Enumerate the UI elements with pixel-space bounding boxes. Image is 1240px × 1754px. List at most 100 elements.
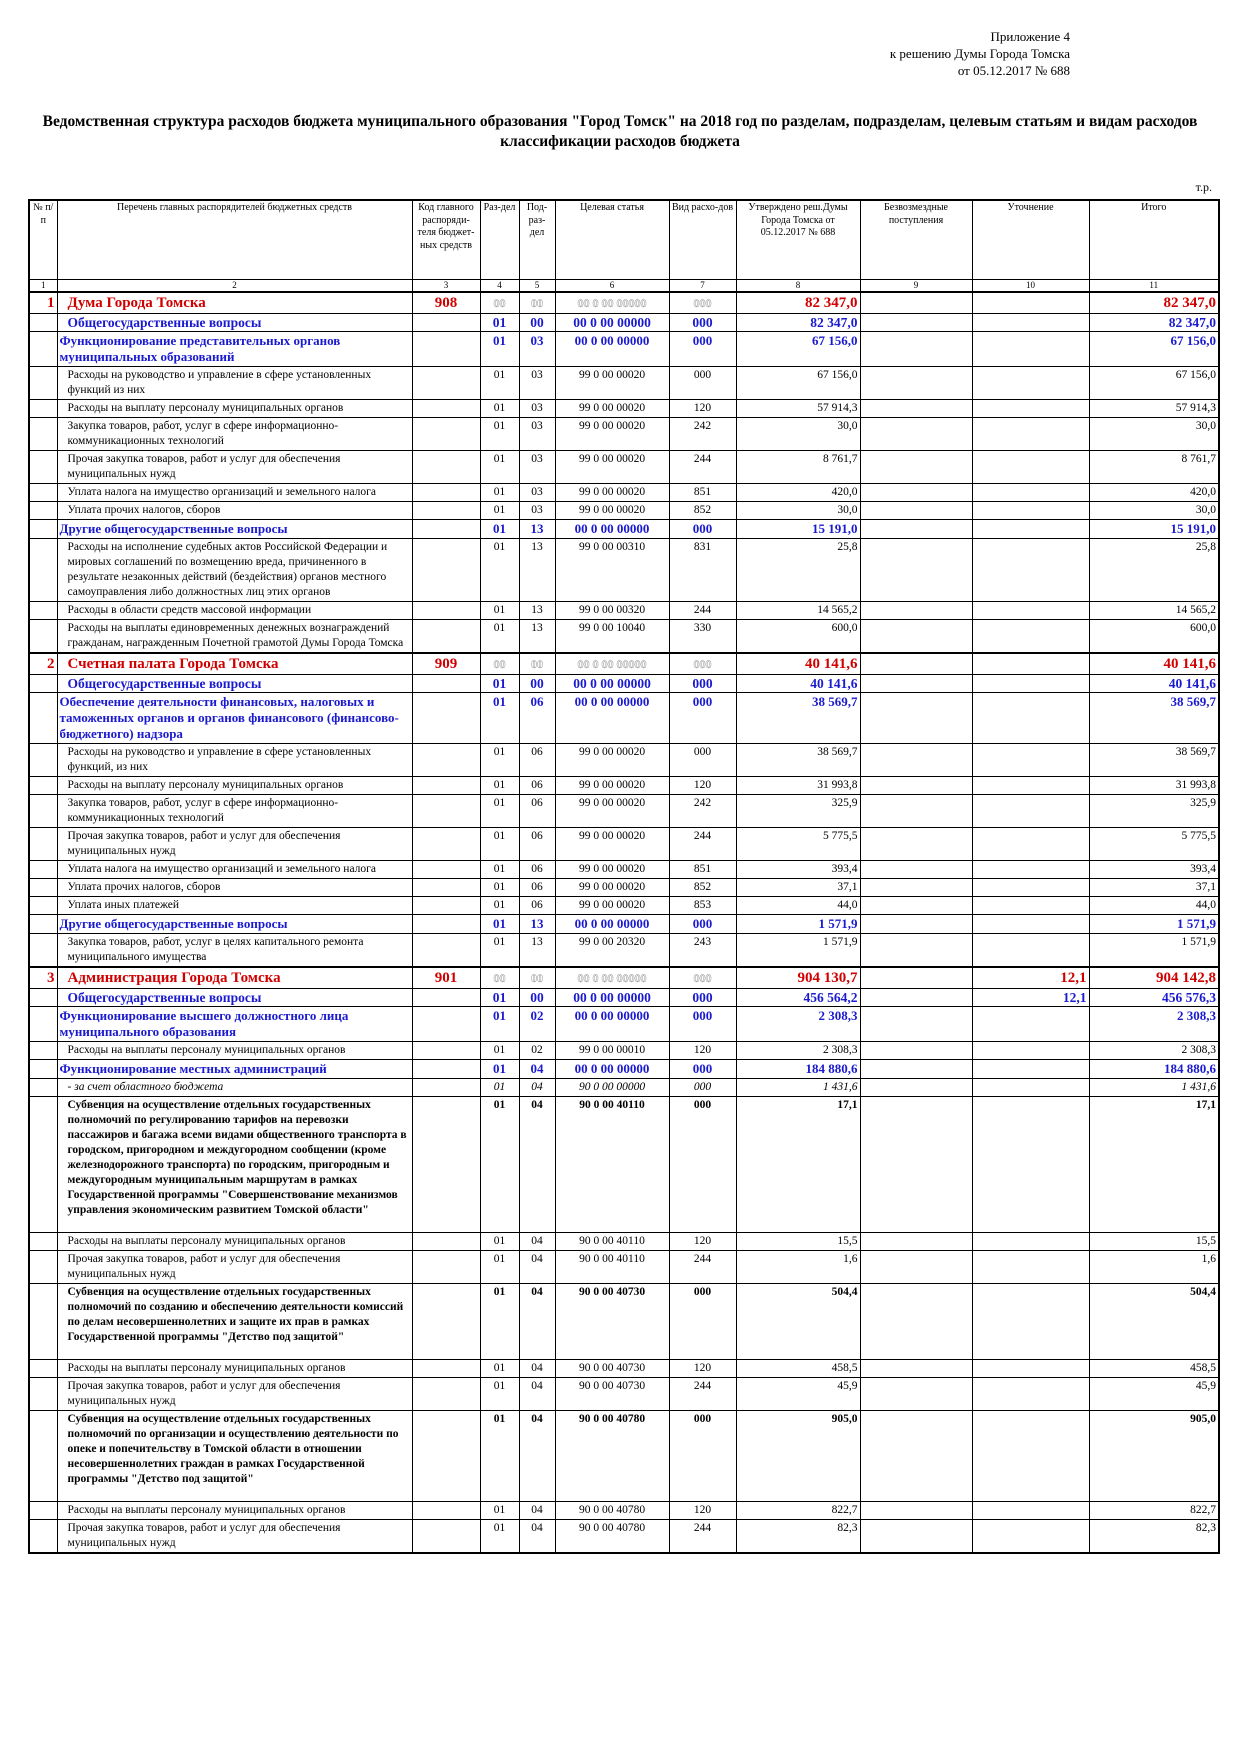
cell: 01: [479, 988, 520, 1007]
cell: [28, 483, 58, 502]
cell: Расходы на выплаты персоналу муниципальн…: [56, 1359, 413, 1378]
cell: Прочая закупка товаров, работ и услуг дл…: [56, 1250, 413, 1284]
cell: 37,1: [735, 878, 861, 897]
cell: 184 880,6: [735, 1059, 861, 1079]
cell: [411, 1041, 481, 1060]
cell: 1,6: [1088, 1250, 1220, 1284]
cell: 99 0 00 00320: [554, 601, 670, 620]
cell: Дума Города Томска: [56, 291, 413, 314]
cell: [411, 331, 481, 367]
cell: [859, 743, 973, 777]
cell: 01: [479, 1410, 520, 1502]
table-row: Уплата прочих налогов, сборов 01 06 99 0 00…: [28, 878, 1220, 897]
cell: 13: [518, 619, 556, 654]
cell: 905,0: [1088, 1410, 1220, 1502]
cell: 458,5: [1088, 1359, 1220, 1378]
table-row: Общегосударственные вопросы 01 00 00 0 00 0…: [28, 313, 1220, 332]
cell: 330: [668, 619, 737, 654]
column-number: 10: [971, 279, 1090, 293]
table-row: Расходы на выплаты персоналу муниципальн…: [28, 1359, 1220, 1378]
cell: [28, 601, 58, 620]
cell: 244: [668, 1519, 737, 1554]
table-row: Общегосударственные вопросы 01 00 00 0 00 0…: [28, 988, 1220, 1007]
table-row: Расходы на выплаты персоналу муниципальн…: [28, 1501, 1220, 1520]
cell: 99 0 00 00020: [554, 366, 670, 400]
cell: 00 0 00 00000: [554, 966, 670, 989]
cell: 120: [668, 1041, 737, 1060]
cell: Расходы на руководство и управление в сф…: [56, 743, 413, 777]
cell: 30,0: [735, 501, 861, 520]
cell: 01: [479, 1377, 520, 1411]
cell: 00 0 00 00000: [554, 652, 670, 675]
cell: 852: [668, 501, 737, 520]
cell: Уплата иных платежей: [56, 896, 413, 915]
cell: [859, 291, 973, 314]
cell: 06: [518, 794, 556, 828]
cell: 99 0 00 00020: [554, 878, 670, 897]
table-row: Расходы на выплаты персоналу муниципальн…: [28, 1041, 1220, 1060]
cell: [28, 1006, 58, 1042]
cell: [859, 1501, 973, 1520]
cell: [971, 417, 1090, 451]
cell: 000: [668, 291, 737, 314]
cell: 01: [479, 313, 520, 332]
cell: [859, 988, 973, 1007]
cell: 00 0 00 00000: [554, 692, 670, 744]
cell: 17,1: [1088, 1096, 1220, 1233]
cell: Субвенция на осуществление отдельных гос…: [56, 1096, 413, 1233]
cell: 04: [518, 1232, 556, 1251]
cell: [971, 1283, 1090, 1360]
table-row: Функционирование высшего должностного ли…: [28, 1006, 1220, 1042]
column-number: 6: [554, 279, 670, 293]
cell: [411, 313, 481, 332]
cell: [859, 417, 973, 451]
cell: [411, 776, 481, 795]
cell: 90 0 00 00000: [554, 1078, 670, 1097]
table-row: Уплата иных платежей 01 06 99 0 00 00020 853…: [28, 896, 1220, 915]
cell: 12,1: [971, 988, 1090, 1007]
cell: 04: [518, 1377, 556, 1411]
cell: 01: [479, 417, 520, 451]
cell: 15 191,0: [1088, 519, 1220, 539]
cell: 04: [518, 1078, 556, 1097]
cell: [28, 519, 58, 539]
cell: 40 141,6: [1088, 674, 1220, 693]
cell: 1: [28, 291, 58, 314]
cell: [971, 1410, 1090, 1502]
table-row: Закупка товаров, работ, услуг в сфере ин…: [28, 794, 1220, 828]
column-header: Код главного распоряди-теля бюджет-ных с…: [411, 199, 481, 280]
cell: 5 775,5: [735, 827, 861, 861]
cell: [971, 860, 1090, 879]
cell: Расходы на выплату персоналу муниципальн…: [56, 399, 413, 418]
cell: 03: [518, 483, 556, 502]
cell: Расходы на выплату персоналу муниципальн…: [56, 776, 413, 795]
cell: 01: [479, 1078, 520, 1097]
cell: 15 191,0: [735, 519, 861, 539]
cell: 852: [668, 878, 737, 897]
cell: [28, 776, 58, 795]
cell: 01: [479, 601, 520, 620]
cell: [28, 914, 58, 934]
cell: 90 0 00 40110: [554, 1232, 670, 1251]
cell: 90 0 00 40780: [554, 1501, 670, 1520]
cell: 03: [518, 450, 556, 484]
cell: 8 761,7: [735, 450, 861, 484]
cell: Администрация Города Томска: [56, 966, 413, 989]
cell: 244: [668, 1250, 737, 1284]
cell: 01: [479, 827, 520, 861]
cell: 06: [518, 878, 556, 897]
table-row: Прочая закупка товаров, работ и услуг дл…: [28, 1519, 1220, 1554]
column-number: 3: [411, 279, 481, 293]
cell: 000: [668, 966, 737, 989]
cell: [411, 1377, 481, 1411]
cell: [411, 743, 481, 777]
column-number: 9: [859, 279, 973, 293]
cell: 00 0 00 00000: [554, 331, 670, 367]
cell: [971, 933, 1090, 968]
cell: Уплата налога на имущество организаций и…: [56, 860, 413, 879]
cell: 82 347,0: [1088, 291, 1220, 314]
cell: 904 142,8: [1088, 966, 1220, 989]
cell: [859, 1519, 973, 1554]
cell: [971, 1519, 1090, 1554]
cell: Другие общегосударственные вопросы: [56, 914, 413, 934]
